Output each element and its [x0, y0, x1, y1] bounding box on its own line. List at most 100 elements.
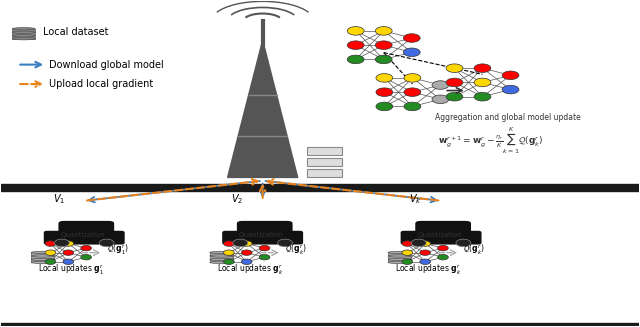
Circle shape: [432, 81, 449, 89]
Bar: [31, 259, 54, 262]
Bar: [210, 256, 233, 259]
Bar: [1, 184, 639, 191]
Circle shape: [233, 239, 248, 247]
Circle shape: [402, 250, 413, 255]
Circle shape: [432, 95, 449, 104]
Ellipse shape: [31, 251, 54, 254]
Circle shape: [420, 259, 431, 265]
Polygon shape: [228, 40, 298, 178]
Bar: [210, 259, 233, 262]
Circle shape: [403, 34, 420, 42]
Text: Download global model: Download global model: [49, 60, 164, 70]
Ellipse shape: [210, 261, 233, 264]
Circle shape: [99, 239, 114, 247]
Circle shape: [81, 254, 92, 260]
Circle shape: [402, 241, 413, 246]
Circle shape: [375, 41, 392, 49]
Circle shape: [420, 250, 431, 255]
Text: Local dataset: Local dataset: [43, 27, 108, 37]
Text: Local updates $\mathbf{g}_k^r$: Local updates $\mathbf{g}_k^r$: [395, 263, 461, 277]
Circle shape: [376, 88, 393, 96]
Circle shape: [456, 239, 471, 247]
Circle shape: [259, 245, 270, 251]
Circle shape: [446, 93, 463, 101]
Bar: [12, 36, 35, 39]
Circle shape: [376, 74, 393, 82]
Circle shape: [63, 259, 74, 265]
Ellipse shape: [12, 27, 35, 30]
Ellipse shape: [210, 255, 233, 257]
Text: $\mathbf{w}_g^{r+1} = \mathbf{w}_g^r - \frac{\eta_r}{K}\sum_{k=1}^{K}\mathcal{Q}: $\mathbf{w}_g^{r+1} = \mathbf{w}_g^r - \…: [438, 126, 543, 156]
Circle shape: [474, 93, 491, 101]
Circle shape: [438, 245, 449, 251]
Bar: [307, 158, 342, 166]
Bar: [307, 169, 342, 178]
Circle shape: [446, 64, 463, 73]
Ellipse shape: [210, 258, 233, 261]
Text: $V_k$: $V_k$: [409, 192, 422, 206]
Circle shape: [402, 259, 413, 265]
Bar: [388, 259, 411, 262]
Text: $V_1$: $V_1$: [52, 192, 65, 206]
Circle shape: [223, 241, 234, 246]
Text: Quantization: Quantization: [239, 232, 284, 238]
Bar: [12, 32, 35, 35]
Ellipse shape: [31, 255, 54, 257]
Text: Aggregation and global model update: Aggregation and global model update: [435, 113, 580, 122]
Circle shape: [348, 55, 364, 64]
Circle shape: [223, 250, 234, 255]
Ellipse shape: [388, 258, 411, 261]
Bar: [388, 252, 411, 255]
Bar: [307, 146, 342, 155]
Circle shape: [278, 239, 292, 247]
Bar: [31, 256, 54, 259]
Circle shape: [45, 241, 56, 246]
Circle shape: [348, 41, 364, 49]
Circle shape: [404, 102, 421, 111]
Circle shape: [404, 88, 421, 96]
Text: $\mathcal{Q}(\mathbf{g}_k^r)$: $\mathcal{Q}(\mathbf{g}_k^r)$: [285, 242, 307, 256]
FancyBboxPatch shape: [44, 231, 125, 245]
Circle shape: [223, 259, 234, 265]
Ellipse shape: [12, 35, 35, 37]
Ellipse shape: [388, 251, 411, 254]
Circle shape: [446, 78, 463, 87]
Circle shape: [63, 241, 74, 246]
Ellipse shape: [31, 258, 54, 261]
Circle shape: [45, 259, 56, 265]
Bar: [1, 323, 639, 326]
FancyBboxPatch shape: [237, 221, 292, 237]
Text: $\mathcal{Q}(\mathbf{g}_k^r)$: $\mathcal{Q}(\mathbf{g}_k^r)$: [463, 242, 485, 256]
Text: Upload local gradient: Upload local gradient: [49, 79, 154, 89]
Ellipse shape: [388, 255, 411, 257]
Ellipse shape: [210, 251, 233, 254]
Circle shape: [474, 78, 491, 87]
FancyBboxPatch shape: [58, 221, 114, 237]
Bar: [210, 252, 233, 255]
Ellipse shape: [12, 38, 35, 40]
Circle shape: [241, 241, 252, 246]
Circle shape: [403, 48, 420, 57]
Circle shape: [241, 259, 252, 265]
Text: Local updates $\mathbf{g}_k^r$: Local updates $\mathbf{g}_k^r$: [217, 263, 283, 277]
Circle shape: [348, 26, 364, 35]
Circle shape: [63, 250, 74, 255]
Circle shape: [438, 254, 449, 260]
Circle shape: [45, 250, 56, 255]
Bar: [31, 252, 54, 255]
Circle shape: [420, 241, 431, 246]
Circle shape: [502, 85, 519, 94]
Text: $V_2$: $V_2$: [231, 192, 243, 206]
FancyBboxPatch shape: [415, 221, 471, 237]
Text: Quantization: Quantization: [417, 232, 462, 238]
Circle shape: [376, 102, 393, 111]
Circle shape: [412, 239, 426, 247]
Circle shape: [241, 250, 252, 255]
Circle shape: [375, 55, 392, 64]
Circle shape: [375, 26, 392, 35]
Ellipse shape: [31, 261, 54, 264]
Text: Quantization: Quantization: [61, 232, 106, 238]
Text: Local updates $\mathbf{g}_1^r$: Local updates $\mathbf{g}_1^r$: [38, 263, 104, 277]
FancyBboxPatch shape: [222, 231, 303, 245]
Circle shape: [54, 239, 69, 247]
